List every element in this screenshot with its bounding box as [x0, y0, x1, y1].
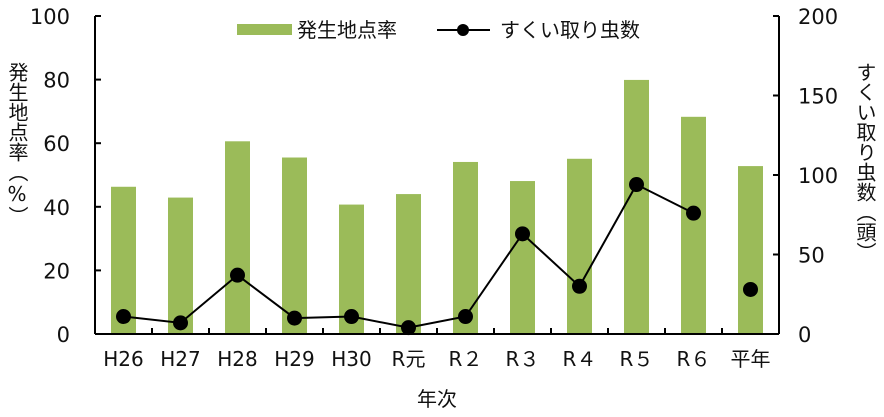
x-tick-label: R３	[506, 347, 540, 371]
point-H30	[344, 309, 359, 325]
x-tick-label: H27	[160, 347, 201, 371]
point-R３	[515, 226, 530, 242]
bar-R３	[510, 181, 535, 334]
bar-R４	[567, 158, 592, 334]
bar-R６	[681, 116, 706, 334]
x-tick-label: R元	[392, 347, 426, 371]
bar-R５	[624, 79, 649, 334]
legend-marker-icon	[457, 24, 469, 36]
line-series	[116, 177, 758, 336]
bar-平年	[738, 166, 763, 334]
y-left-tick-label: 0	[57, 323, 70, 347]
x-tick-label: R５	[620, 347, 654, 371]
point-R６	[686, 205, 701, 221]
legend-line-label: すくい取り虫数	[500, 18, 640, 42]
y-right-tick-label: 150	[798, 85, 838, 109]
y-axis-right-title: すくい取り虫数（頭）	[853, 62, 877, 262]
point-H27	[173, 315, 188, 331]
bar-R２	[453, 161, 478, 334]
y-axis-left-title: 発生地点率（%）	[5, 62, 29, 226]
x-tick-label: H30	[331, 347, 372, 371]
y-right-tick-label: 50	[798, 244, 825, 268]
point-平年	[743, 281, 758, 297]
point-H28	[230, 267, 245, 283]
y-left-tick-label: 80	[43, 69, 70, 93]
y-left-tick-label: 100	[30, 5, 70, 29]
y-left-tick-label: 40	[43, 196, 70, 220]
point-H29	[287, 310, 302, 326]
y-right-tick-label: 100	[798, 164, 838, 188]
axes: 0 20 40 60 80 100 0 50 100 150 200 H26 H27 H28 H29 H30 R…	[30, 5, 838, 371]
x-tick-label: H26	[103, 347, 144, 371]
bar-H27	[168, 197, 193, 334]
bar-R元	[396, 194, 421, 334]
bar-H28	[225, 141, 250, 334]
legend-bar-label: 発生地点率	[297, 18, 397, 42]
x-tick-label: R６	[677, 347, 711, 371]
y-left-tick-label: 20	[43, 259, 70, 283]
x-tick-label: R４	[563, 347, 597, 371]
x-axis-title: 年次	[417, 387, 457, 411]
bar-series	[111, 79, 763, 334]
y-right-tick-label: 200	[798, 5, 838, 29]
x-tick-label: R２	[449, 347, 483, 371]
x-tick-label: H29	[274, 347, 315, 371]
y-left-tick-label: 60	[43, 132, 70, 156]
legend: 発生地点率 すくい取り虫数	[237, 18, 640, 42]
point-R４	[572, 278, 587, 294]
legend-bar-swatch	[237, 24, 292, 35]
x-tick-label: H28	[217, 347, 258, 371]
y-right-tick-label: 0	[798, 323, 811, 347]
point-H26	[116, 309, 131, 325]
point-R５	[629, 177, 644, 193]
bar-H29	[282, 157, 307, 334]
point-R元	[401, 320, 416, 336]
x-tick-label: 平年	[731, 347, 771, 371]
point-R２	[458, 309, 473, 325]
